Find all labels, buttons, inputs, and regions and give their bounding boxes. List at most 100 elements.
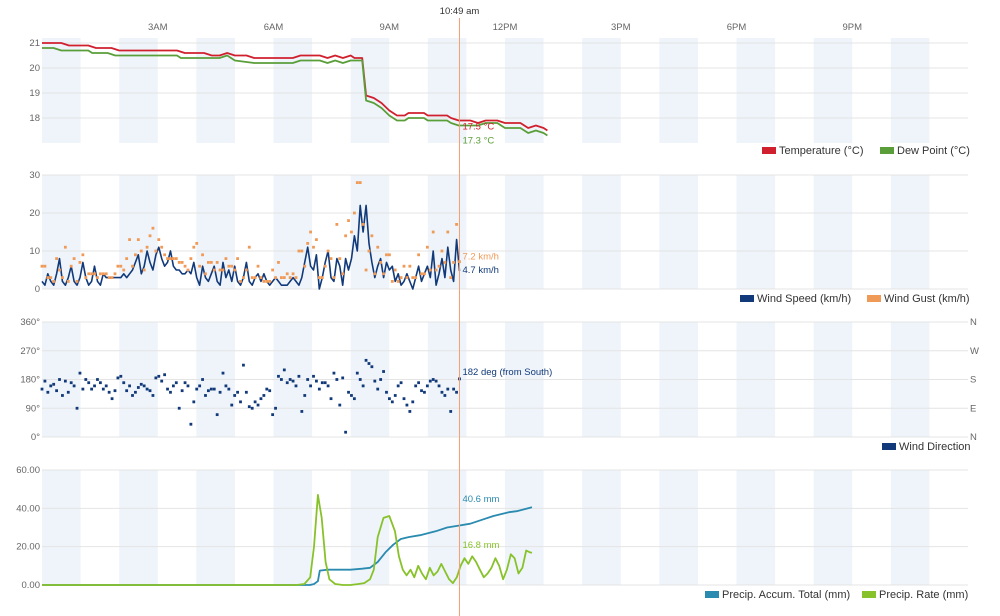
gust-point <box>75 280 79 283</box>
data-point <box>320 381 324 385</box>
data-point <box>230 403 234 407</box>
gust-point <box>341 272 345 276</box>
gust-point <box>96 276 99 279</box>
data-point <box>166 387 169 391</box>
gust-point <box>364 268 368 272</box>
gust-point <box>411 276 415 279</box>
legend-label: Precip. Accum. Total (mm) <box>722 589 850 601</box>
data-point <box>204 394 207 397</box>
data-point <box>75 406 79 410</box>
gust-point <box>61 276 64 279</box>
gust-point <box>227 264 231 268</box>
gust-point <box>189 257 193 260</box>
data-point <box>247 405 251 409</box>
gust-point <box>101 272 105 276</box>
data-point <box>297 374 301 378</box>
data-point <box>233 394 237 397</box>
gust-point <box>207 261 210 264</box>
y-tick-label: 30 <box>29 170 40 181</box>
time-axis-label: 6PM <box>727 22 747 33</box>
gust-point <box>347 219 350 222</box>
data-point <box>195 387 199 391</box>
gust-point <box>373 272 377 276</box>
gust-point <box>186 268 190 272</box>
gust-point <box>285 272 289 276</box>
data-point <box>221 371 225 375</box>
legend-swatch <box>762 147 776 154</box>
gust-point <box>154 249 158 253</box>
data-point <box>250 406 254 410</box>
data-point <box>101 387 105 391</box>
gust-point <box>78 261 82 264</box>
data-point <box>58 378 61 381</box>
time-axis-label: 3PM <box>611 22 631 33</box>
hour-band <box>659 470 698 585</box>
data-point <box>98 381 102 385</box>
gust-point <box>402 264 406 268</box>
current-value-label: 7.2 km/h <box>462 252 498 263</box>
compass-label: N <box>970 432 977 443</box>
gust-point <box>46 276 50 279</box>
gust-point <box>128 238 131 241</box>
data-point <box>107 390 111 394</box>
gust-point <box>180 261 184 264</box>
gust-point <box>277 261 280 264</box>
hour-band <box>119 38 158 143</box>
wind-speed-panel: 0 10 20 30 7.2 km/h 4.7 km/h Wind Speed (km/h)… <box>29 170 969 305</box>
gust-point <box>212 268 216 272</box>
data-point <box>192 400 196 404</box>
data-point <box>43 379 47 383</box>
current-value-label: 17.3 °C <box>462 136 494 147</box>
legend-label: Wind Gust (km/h) <box>884 293 970 305</box>
gust-point <box>355 181 359 184</box>
data-point <box>116 376 120 380</box>
gust-point <box>177 261 181 264</box>
data-point <box>294 384 298 388</box>
data-point <box>69 381 73 385</box>
data-point <box>335 378 339 381</box>
data-point <box>332 371 336 375</box>
data-point <box>253 400 257 404</box>
gust-point <box>338 257 342 260</box>
data-point <box>423 390 426 394</box>
gust-point <box>136 238 140 241</box>
hour-band <box>505 175 544 289</box>
gust-point <box>148 234 152 238</box>
data-point <box>326 384 330 388</box>
series-line <box>42 42 548 132</box>
data-point <box>239 400 242 404</box>
gust-point <box>440 249 444 253</box>
gust-point <box>306 242 310 245</box>
data-point <box>452 387 456 391</box>
data-point <box>215 413 219 417</box>
gust-point <box>116 264 120 268</box>
hour-band <box>119 175 158 289</box>
data-point <box>352 397 356 401</box>
data-point <box>303 394 307 397</box>
data-point <box>209 387 213 391</box>
gust-point <box>236 257 239 260</box>
hour-band <box>813 175 853 289</box>
gust-point <box>110 276 114 279</box>
y-tick-label: 10 <box>29 246 40 257</box>
hour-band <box>813 470 853 585</box>
legend-swatch <box>867 295 881 302</box>
gust-point <box>256 264 260 268</box>
gust-point <box>250 276 254 279</box>
gust-point <box>242 276 245 279</box>
data-point <box>183 381 187 385</box>
gust-point <box>66 280 70 283</box>
precipitation-panel: 0.00 20.00 40.00 60.00 40.6 mm 16.8 mm Precip.… <box>16 465 968 601</box>
data-point <box>347 390 350 394</box>
data-point <box>242 363 245 367</box>
data-point <box>367 362 371 365</box>
data-point <box>186 384 190 388</box>
current-time-cursor[interactable]: 10:49 am <box>440 6 480 616</box>
current-value-label: 182 deg (from South) <box>462 367 552 378</box>
data-point <box>171 384 175 388</box>
gust-point <box>332 276 336 279</box>
legend-label: Precip. Rate (mm) <box>879 589 968 601</box>
gust-point <box>294 276 298 279</box>
data-point <box>382 370 385 373</box>
